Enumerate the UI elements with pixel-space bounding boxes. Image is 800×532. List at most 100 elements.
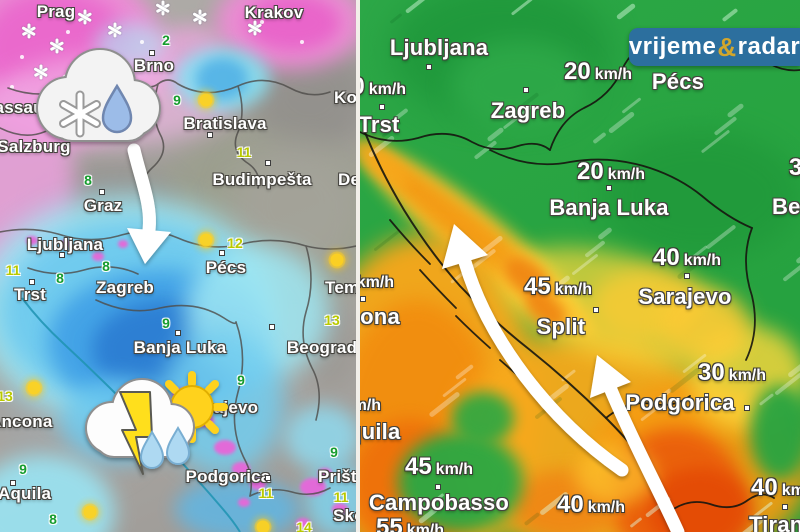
color-blob [660, 290, 750, 360]
city-label-graz: Graz [83, 196, 123, 215]
temperature-value-11: 11 [5, 262, 21, 278]
city-marker-dot [219, 250, 225, 256]
snowflake-icon [21, 23, 37, 39]
temperature-value-12: 12 [227, 235, 243, 251]
city-label-budimpe-ta: Budimpešta [212, 170, 312, 189]
snowflake-icon [49, 38, 65, 54]
snowflake-icon [77, 9, 93, 25]
temperature-value-11: 11 [258, 485, 274, 501]
temperature-value-9: 9 [173, 92, 181, 108]
city-marker-dot [269, 324, 275, 330]
city-label-aquila: Aquila [0, 484, 52, 503]
temperature-value-11: 11 [333, 489, 349, 505]
city-label-beograd: Beograd [772, 194, 800, 219]
city-marker-dot [435, 484, 441, 490]
wind-speed-label-20-km-h: 20 km/h [563, 58, 633, 85]
city-label-beograd: Beograd [286, 338, 356, 357]
temperature-value-9: 9 [162, 315, 170, 331]
sun-icon [27, 381, 41, 395]
temperature-value-13: 13 [324, 312, 340, 328]
city-marker-dot [265, 475, 271, 481]
city-marker-dot [606, 185, 612, 191]
sleet-speck [250, 478, 266, 490]
temperature-value-2: 2 [162, 32, 170, 48]
city-label-aquila: Aquila [360, 419, 401, 444]
city-marker-dot [29, 279, 35, 285]
vrijeme-radar-logo: vrijeme & radar [629, 28, 800, 66]
snowflake-icon [155, 0, 171, 16]
city-label-podgorica: Podgorica [625, 390, 735, 415]
city-label-skopje: Skopje [333, 506, 356, 525]
color-blob [750, 385, 800, 480]
snow-speckle [20, 55, 24, 59]
temperature-value-13: 13 [0, 388, 13, 404]
city-label-ancona: Ancona [360, 304, 400, 329]
city-label-ancona: Ancona [0, 412, 53, 431]
city-label-podgorica: Podgorica [185, 467, 271, 486]
sleet-speck [318, 468, 332, 478]
city-label-sarajevo: Sarajevo [185, 398, 259, 417]
sleet-speck [296, 518, 310, 528]
city-label-pri-tina: Priština [318, 467, 356, 486]
city-label-debrecin: Debrecin [338, 170, 356, 189]
sun-icon [330, 253, 344, 267]
city-label-passau: Passau [0, 98, 44, 117]
logo-ampersand: & [717, 31, 737, 62]
temperature-value-9: 9 [237, 372, 245, 388]
sun-icon [256, 520, 270, 532]
city-label-split: Split [536, 314, 586, 339]
sun-icon [199, 93, 213, 107]
city-label-p-cs: Pécs [651, 69, 705, 94]
left-map-labels: Prag Krakov Košice Brno Passau Salzburg Bratis… [0, 0, 356, 532]
city-marker-dot [523, 87, 529, 93]
city-label-salzburg: Salzburg [0, 137, 71, 156]
city-marker-dot [782, 504, 788, 510]
temperature-value-3: 3 [63, 72, 71, 88]
temperature-value-8: 8 [84, 172, 92, 188]
temperature-value-8: 8 [56, 270, 64, 286]
temperature-value-11: 11 [236, 144, 252, 160]
city-label-sarajevo: Sarajevo [638, 284, 732, 309]
city-marker-dot [744, 405, 750, 411]
city-marker-dot [175, 330, 181, 336]
city-label-bratislava: Bratislava [183, 114, 267, 133]
city-label-p-cs: Pécs [205, 258, 247, 277]
city-label-campobasso: Campobasso [368, 490, 510, 515]
temperature-value-9: 9 [19, 461, 27, 477]
sleet-speck [92, 252, 104, 261]
city-label-banja-luka: Banja Luka [549, 195, 669, 220]
wind-map-panel: Ljubljana Zagreb Trst Pécs Banja Luka Sarajev… [360, 0, 800, 532]
sun-icon [83, 505, 97, 519]
snowflake-icon [33, 64, 49, 80]
city-marker-dot [207, 132, 213, 138]
temperature-value-8: 8 [49, 511, 57, 527]
city-marker-dot [10, 480, 16, 486]
city-marker-dot [379, 104, 385, 110]
sleet-speck [238, 498, 250, 507]
city-marker-dot [426, 64, 432, 70]
city-label-ko-ice: Košice [334, 88, 356, 107]
logo-text-vrijeme: vrijeme [628, 33, 717, 60]
logo-text-radar: radar [737, 33, 800, 60]
temperature-value-14: 14 [296, 519, 312, 532]
wind-speed-label-20-km-h: 20 km/h [576, 158, 646, 185]
city-marker-dot [59, 252, 65, 258]
city-label-zagreb: Zagreb [490, 98, 566, 123]
city-label-trst: Trst [14, 285, 46, 304]
city-marker-dot [593, 307, 599, 313]
snowflake-icon [107, 22, 123, 38]
temperature-value-8: 8 [102, 258, 110, 274]
sun-icon [199, 233, 213, 247]
snow-speckle [140, 40, 144, 44]
city-label-trst: Trst [360, 112, 400, 137]
city-marker-dot [149, 50, 155, 56]
snow-speckle [300, 40, 304, 44]
